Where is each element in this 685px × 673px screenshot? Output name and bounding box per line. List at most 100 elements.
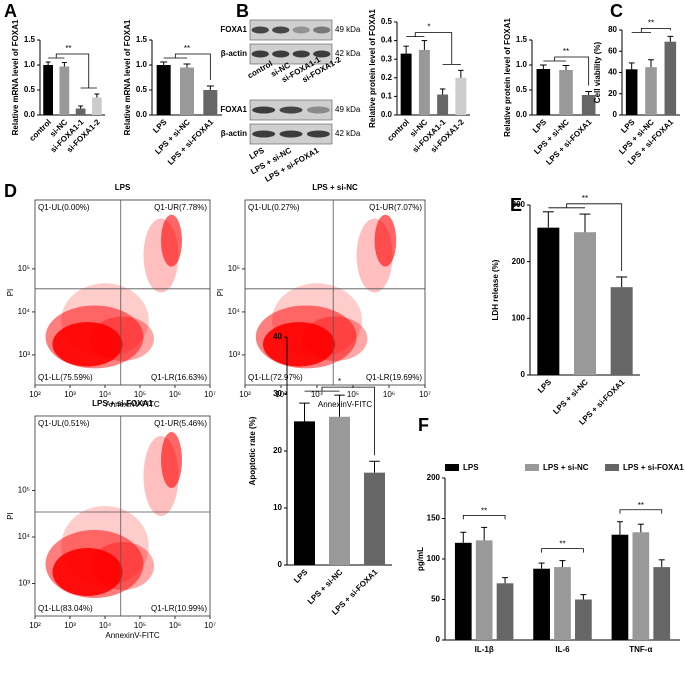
- y-tick-label: 0.5: [516, 85, 528, 94]
- error-bar: [160, 61, 168, 65]
- x-tick-label: IL-6: [555, 645, 570, 654]
- band-size: 49 kDa: [335, 25, 361, 34]
- flow-title: LPS: [115, 183, 131, 192]
- x-tick-label: 10³: [64, 390, 76, 399]
- blot-band: [272, 50, 290, 58]
- y-tick-label: 20: [273, 446, 282, 455]
- y-axis-label: PI: [216, 289, 225, 297]
- error-bar: [299, 402, 310, 422]
- blot-frame: [249, 19, 333, 41]
- flow-title: LPS + si-FOXA1: [92, 399, 153, 408]
- cell-cloud-area: [143, 218, 179, 293]
- error-bar: [502, 577, 509, 584]
- error-bar: [206, 85, 214, 90]
- y-tick-label: 40: [273, 332, 282, 341]
- error-bar: [637, 523, 644, 533]
- y-axis-label: Relative protein level of FOXA1: [368, 9, 377, 128]
- y-tick-label: 0: [521, 370, 526, 379]
- cell-cloud: [255, 214, 397, 369]
- quadrant-label: Q1-LL(75.59%): [38, 373, 93, 382]
- quadrant-label: Q1-UR(7.07%): [369, 203, 422, 212]
- bar: [537, 227, 560, 375]
- bar: [533, 568, 550, 640]
- x-tick-label: LPS + si-NC: [306, 567, 345, 606]
- y-tick-label: 0.5: [136, 85, 148, 94]
- x-tick-label: 10³: [275, 390, 287, 399]
- y-tick-label: 1.5: [516, 35, 528, 44]
- x-tick-label: LPS: [536, 377, 554, 395]
- significance-bracket: [55, 53, 90, 88]
- cell-cloud-area: [61, 506, 149, 586]
- bar: [59, 66, 70, 115]
- y-tick-label: 0.2: [381, 73, 393, 82]
- significance-bracket: [619, 509, 663, 514]
- bar: [455, 77, 467, 115]
- x-tick-label: 10⁵: [134, 390, 146, 399]
- blot-frame: [249, 43, 333, 65]
- bar: [625, 69, 638, 115]
- y-tick-label: 1.5: [24, 35, 36, 44]
- band-name: β-actin: [221, 129, 247, 138]
- panel-label: B: [236, 1, 249, 21]
- x-tick-label: LPS + si-NC: [551, 377, 590, 416]
- band-size: 42 kDa: [335, 129, 361, 138]
- y-tick-label: 10³: [18, 350, 30, 359]
- panel-label: F: [418, 415, 429, 435]
- cell-cloud: [45, 214, 182, 369]
- error-bar: [616, 521, 623, 535]
- x-axis-label: AnnexinV-FITC: [105, 400, 159, 409]
- bar: [437, 94, 449, 115]
- y-tick-label: 200: [512, 257, 526, 266]
- error-bar: [542, 211, 554, 228]
- bar: [554, 567, 571, 640]
- quadrant-label: Q1-UL(0.00%): [38, 203, 90, 212]
- y-tick-label: 0: [278, 560, 283, 569]
- bar: [496, 583, 514, 640]
- significance-bracket: [640, 27, 671, 33]
- bar: [610, 287, 633, 375]
- y-tick-label: 0.1: [381, 92, 393, 101]
- y-axis-label: PI: [6, 289, 15, 297]
- x-tick-label: 10²: [239, 390, 251, 399]
- y-tick-label: 10⁵: [228, 264, 240, 273]
- lane-label: LPS: [248, 145, 267, 161]
- blot-band: [292, 26, 310, 34]
- blot-band: [251, 50, 269, 58]
- y-axis-label: Apoptotic rate (%): [248, 416, 257, 485]
- legend-label: LPS + si-FOXA1: [623, 463, 684, 472]
- bar: [536, 69, 551, 115]
- error-bar: [78, 105, 84, 109]
- y-axis-label: Relative mRNA level of FOXA1: [11, 19, 20, 135]
- x-axis-label: AnnexinV-FITC: [105, 631, 159, 640]
- error-bar: [585, 91, 593, 95]
- significance-bracket: [554, 56, 590, 86]
- blot-band: [252, 130, 276, 138]
- bar: [559, 70, 573, 115]
- quadrant-label: Q1-UR(5.46%): [154, 419, 207, 428]
- blot-band: [292, 50, 310, 58]
- error-bar: [538, 562, 545, 569]
- cell-cloud-area: [272, 283, 362, 358]
- blot-band: [251, 26, 269, 34]
- significance: *: [338, 377, 341, 386]
- error-bar: [94, 93, 100, 98]
- cell-cloud-area: [61, 283, 149, 358]
- bar: [653, 567, 671, 640]
- y-tick-label: 10⁵: [18, 264, 30, 273]
- y-tick-label: 10³: [18, 579, 30, 588]
- y-tick-label: 0: [613, 110, 618, 119]
- bar: [574, 232, 596, 375]
- legend-swatch: [445, 464, 459, 471]
- y-tick-label: 0.0: [24, 110, 36, 119]
- bar: [203, 90, 218, 115]
- cell-cloud-area: [255, 305, 357, 369]
- y-tick-label: 10⁴: [228, 307, 241, 316]
- quadrant-label: Q1-UR(7.78%): [154, 203, 207, 212]
- error-bar: [61, 62, 67, 67]
- y-tick-label: 60: [608, 46, 617, 55]
- quadrant-label: Q1-UL(0.51%): [38, 419, 90, 428]
- y-tick-label: 100: [427, 554, 441, 563]
- significance-bracket: [462, 515, 506, 520]
- bar: [581, 95, 596, 115]
- legend-label: LPS + si-NC: [543, 463, 589, 472]
